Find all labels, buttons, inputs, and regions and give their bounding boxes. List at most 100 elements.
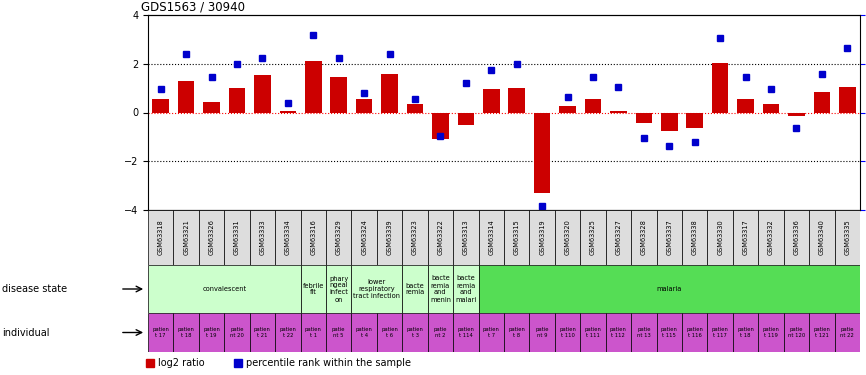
Bar: [737, 99, 753, 112]
Bar: [403, 265, 428, 313]
Text: GSM63338: GSM63338: [692, 220, 698, 255]
Text: log2 ratio: log2 ratio: [158, 358, 204, 368]
Text: malaria: malaria: [656, 286, 682, 292]
Bar: [555, 210, 580, 265]
Bar: [580, 313, 605, 352]
Text: patien
t 22: patien t 22: [280, 327, 296, 338]
Text: patien
t 6: patien t 6: [381, 327, 398, 338]
Bar: [204, 102, 220, 112]
Bar: [403, 210, 428, 265]
Text: patien
t 18: patien t 18: [178, 327, 195, 338]
Bar: [152, 99, 169, 112]
Bar: [661, 112, 677, 131]
Bar: [352, 210, 377, 265]
Text: patie
nt 2: patie nt 2: [434, 327, 447, 338]
Bar: [428, 210, 453, 265]
Bar: [199, 313, 224, 352]
Bar: [529, 313, 555, 352]
Text: patie
nt 22: patie nt 22: [840, 327, 854, 338]
Bar: [479, 313, 504, 352]
Bar: [148, 265, 301, 313]
Text: GSM63334: GSM63334: [285, 220, 291, 255]
Bar: [708, 313, 733, 352]
Text: GSM63322: GSM63322: [437, 220, 443, 255]
Text: patie
nt 20: patie nt 20: [230, 327, 244, 338]
Text: patien
t 111: patien t 111: [585, 327, 602, 338]
Text: GSM63333: GSM63333: [260, 220, 265, 255]
Text: patien
t 115: patien t 115: [661, 327, 678, 338]
Text: patien
t 110: patien t 110: [559, 327, 576, 338]
Text: bacte
remia: bacte remia: [405, 282, 424, 296]
Bar: [839, 87, 856, 112]
Bar: [631, 210, 656, 265]
Text: GSM63316: GSM63316: [310, 220, 316, 255]
Bar: [763, 104, 779, 112]
Bar: [377, 313, 403, 352]
Text: patien
t 121: patien t 121: [813, 327, 830, 338]
Bar: [733, 313, 759, 352]
Bar: [712, 63, 728, 112]
Text: individual: individual: [2, 327, 49, 338]
Text: GSM63319: GSM63319: [540, 220, 545, 255]
Bar: [529, 210, 555, 265]
Text: patie
nt 9: patie nt 9: [535, 327, 549, 338]
Bar: [682, 210, 708, 265]
Text: percentile rank within the sample: percentile rank within the sample: [246, 358, 411, 368]
Bar: [611, 111, 627, 112]
Bar: [173, 313, 199, 352]
Text: GSM63315: GSM63315: [514, 220, 520, 255]
Bar: [148, 210, 173, 265]
Bar: [504, 210, 529, 265]
Text: GSM63332: GSM63332: [768, 220, 774, 255]
Text: patien
t 4: patien t 4: [356, 327, 372, 338]
Bar: [479, 210, 504, 265]
Bar: [301, 265, 326, 313]
Bar: [708, 210, 733, 265]
Bar: [580, 210, 605, 265]
Bar: [173, 210, 199, 265]
Bar: [407, 104, 423, 112]
Bar: [533, 112, 551, 193]
Text: phary
ngeal
infect
on: phary ngeal infect on: [329, 276, 348, 303]
Bar: [457, 112, 474, 125]
Bar: [559, 106, 576, 112]
Bar: [403, 313, 428, 352]
Bar: [377, 210, 403, 265]
Bar: [835, 313, 860, 352]
Bar: [453, 313, 479, 352]
Bar: [555, 313, 580, 352]
Text: patie
nt 120: patie nt 120: [788, 327, 805, 338]
Text: patien
t 21: patien t 21: [254, 327, 271, 338]
Bar: [759, 313, 784, 352]
Bar: [453, 210, 479, 265]
Text: patien
t 19: patien t 19: [204, 327, 220, 338]
Bar: [504, 313, 529, 352]
Bar: [682, 313, 708, 352]
Text: patien
t 1: patien t 1: [305, 327, 322, 338]
Bar: [301, 210, 326, 265]
Bar: [432, 112, 449, 140]
Text: GSM63327: GSM63327: [616, 220, 622, 255]
Bar: [199, 210, 224, 265]
Bar: [249, 210, 275, 265]
Text: GSM63317: GSM63317: [742, 220, 748, 255]
Bar: [605, 313, 631, 352]
Bar: [585, 99, 601, 112]
Bar: [254, 75, 271, 112]
Bar: [224, 313, 249, 352]
Text: convalescent: convalescent: [203, 286, 246, 292]
Text: GSM63329: GSM63329: [336, 220, 342, 255]
Text: patien
t 117: patien t 117: [712, 327, 728, 338]
Text: GSM63330: GSM63330: [717, 220, 723, 255]
Bar: [733, 210, 759, 265]
Text: GSM63325: GSM63325: [590, 220, 596, 255]
Text: bacte
remia
and
malari: bacte remia and malari: [456, 276, 476, 303]
Bar: [809, 210, 835, 265]
Text: patien
t 116: patien t 116: [686, 327, 703, 338]
Bar: [301, 313, 326, 352]
Bar: [759, 210, 784, 265]
Text: patien
t 119: patien t 119: [763, 327, 779, 338]
Bar: [148, 313, 173, 352]
Bar: [305, 61, 321, 112]
Text: GSM63328: GSM63328: [641, 220, 647, 255]
